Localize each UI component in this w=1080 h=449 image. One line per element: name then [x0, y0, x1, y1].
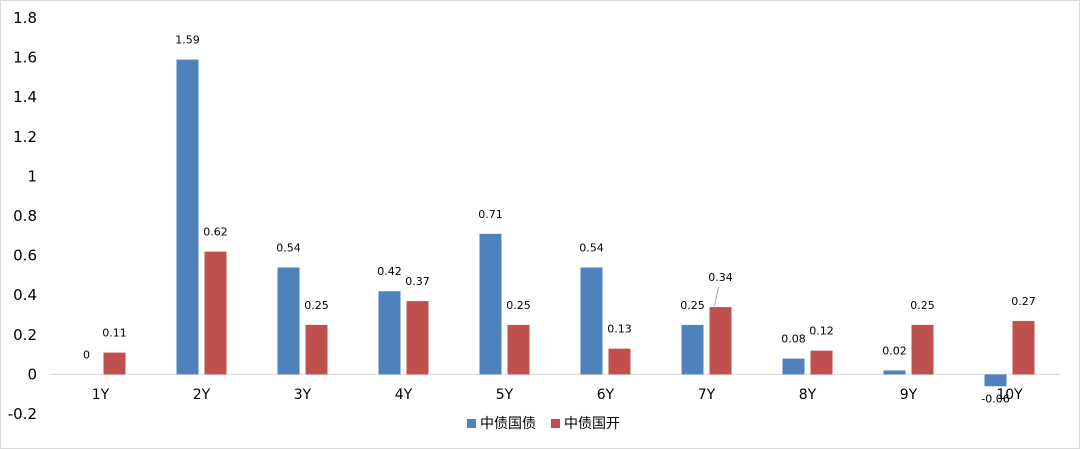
x-tick-label: 10Y: [996, 387, 1023, 403]
bar-series-1: [378, 291, 401, 375]
bar-series-2: [204, 251, 227, 375]
y-tick-label: 1: [27, 167, 37, 185]
bar-series-1: [479, 233, 502, 375]
bar-series-1: [681, 324, 704, 375]
data-label: 0.08: [781, 333, 806, 346]
bar-series-1: [277, 267, 300, 375]
data-label: 0.11: [102, 327, 127, 340]
x-tick-label: 2Y: [193, 387, 211, 403]
bar-series-2: [608, 348, 631, 375]
data-label: 0.02: [882, 344, 907, 357]
legend-swatch: [467, 419, 476, 428]
bar-series-1: [984, 374, 1007, 387]
bar-series-1: [176, 59, 199, 375]
bar-series-2: [406, 301, 429, 375]
bar-series-2: [911, 324, 934, 375]
bar-series-2: [709, 307, 732, 375]
x-tick-label: 4Y: [395, 387, 413, 403]
bar-series-2: [810, 350, 833, 375]
data-label: 0.54: [579, 241, 604, 254]
y-tick-label: 0: [27, 365, 37, 383]
bars: [103, 59, 1035, 387]
x-tick-label: 1Y: [92, 387, 110, 403]
legend-label: 中债国债: [480, 416, 536, 432]
legend-swatch: [551, 419, 560, 428]
x-tick-label: 9Y: [900, 387, 918, 403]
data-label: 0.25: [680, 299, 705, 312]
bar-series-2: [103, 352, 126, 375]
data-label-leader-line: [714, 286, 719, 307]
data-label: 1.59: [175, 34, 200, 47]
data-label: 0.34: [708, 271, 733, 284]
data-label: 0: [83, 348, 90, 361]
data-label: -0.06: [981, 392, 1009, 405]
y-tick-label: 1.2: [13, 128, 37, 146]
y-tick-label: -0.2: [8, 405, 37, 423]
bar-series-2: [1012, 320, 1035, 375]
x-tick-label: 7Y: [698, 387, 716, 403]
data-label: 0.13: [607, 323, 632, 336]
data-label: 0.62: [203, 226, 228, 239]
x-tick-label: 8Y: [799, 387, 817, 403]
y-tick-label: 0.2: [13, 326, 37, 344]
x-tick-label: 6Y: [597, 387, 615, 403]
data-label: 0.25: [910, 299, 935, 312]
data-label: 0.27: [1011, 295, 1036, 308]
bar-series-1: [580, 267, 603, 375]
legend: 中债国债 中债国开: [467, 416, 620, 432]
data-label: 0.25: [304, 299, 329, 312]
data-label: 0.37: [405, 275, 430, 288]
y-tick-label: 0.6: [13, 247, 37, 265]
x-tick-label: 5Y: [496, 387, 514, 403]
y-tick-label: 1.6: [13, 49, 37, 67]
x-tick-label: 3Y: [294, 387, 312, 403]
y-tick-label: 1.8: [13, 9, 37, 27]
bar-series-2: [507, 324, 530, 375]
y-tick-label: 1.4: [13, 88, 37, 106]
data-label: 0.42: [377, 265, 402, 278]
bar-series-1: [782, 358, 805, 375]
category-labels: 1Y 2Y 3Y 4Y 5Y 6Y 7Y 8Y 9Y 10Y: [92, 387, 1023, 403]
legend-label: 中债国开: [564, 416, 620, 432]
data-labels: 0 1.59 0.54 0.42 0.71 0.54 0.25 0.08 0.02 -0.06 0.…: [83, 34, 1036, 406]
data-label: 0.12: [809, 325, 834, 338]
data-label: 0.25: [506, 299, 531, 312]
data-label: 0.54: [276, 241, 301, 254]
y-tick-label: 0.4: [13, 286, 37, 304]
y-axis-ticks: 1.8 1.6 1.4 1.2 1 0.8 0.6 0.4 0.2 0 -0.2: [8, 9, 37, 423]
bar-series-2: [305, 324, 328, 375]
bar-series-1: [883, 370, 906, 375]
data-label: 0.71: [478, 208, 503, 221]
y-tick-label: 0.8: [13, 207, 37, 225]
